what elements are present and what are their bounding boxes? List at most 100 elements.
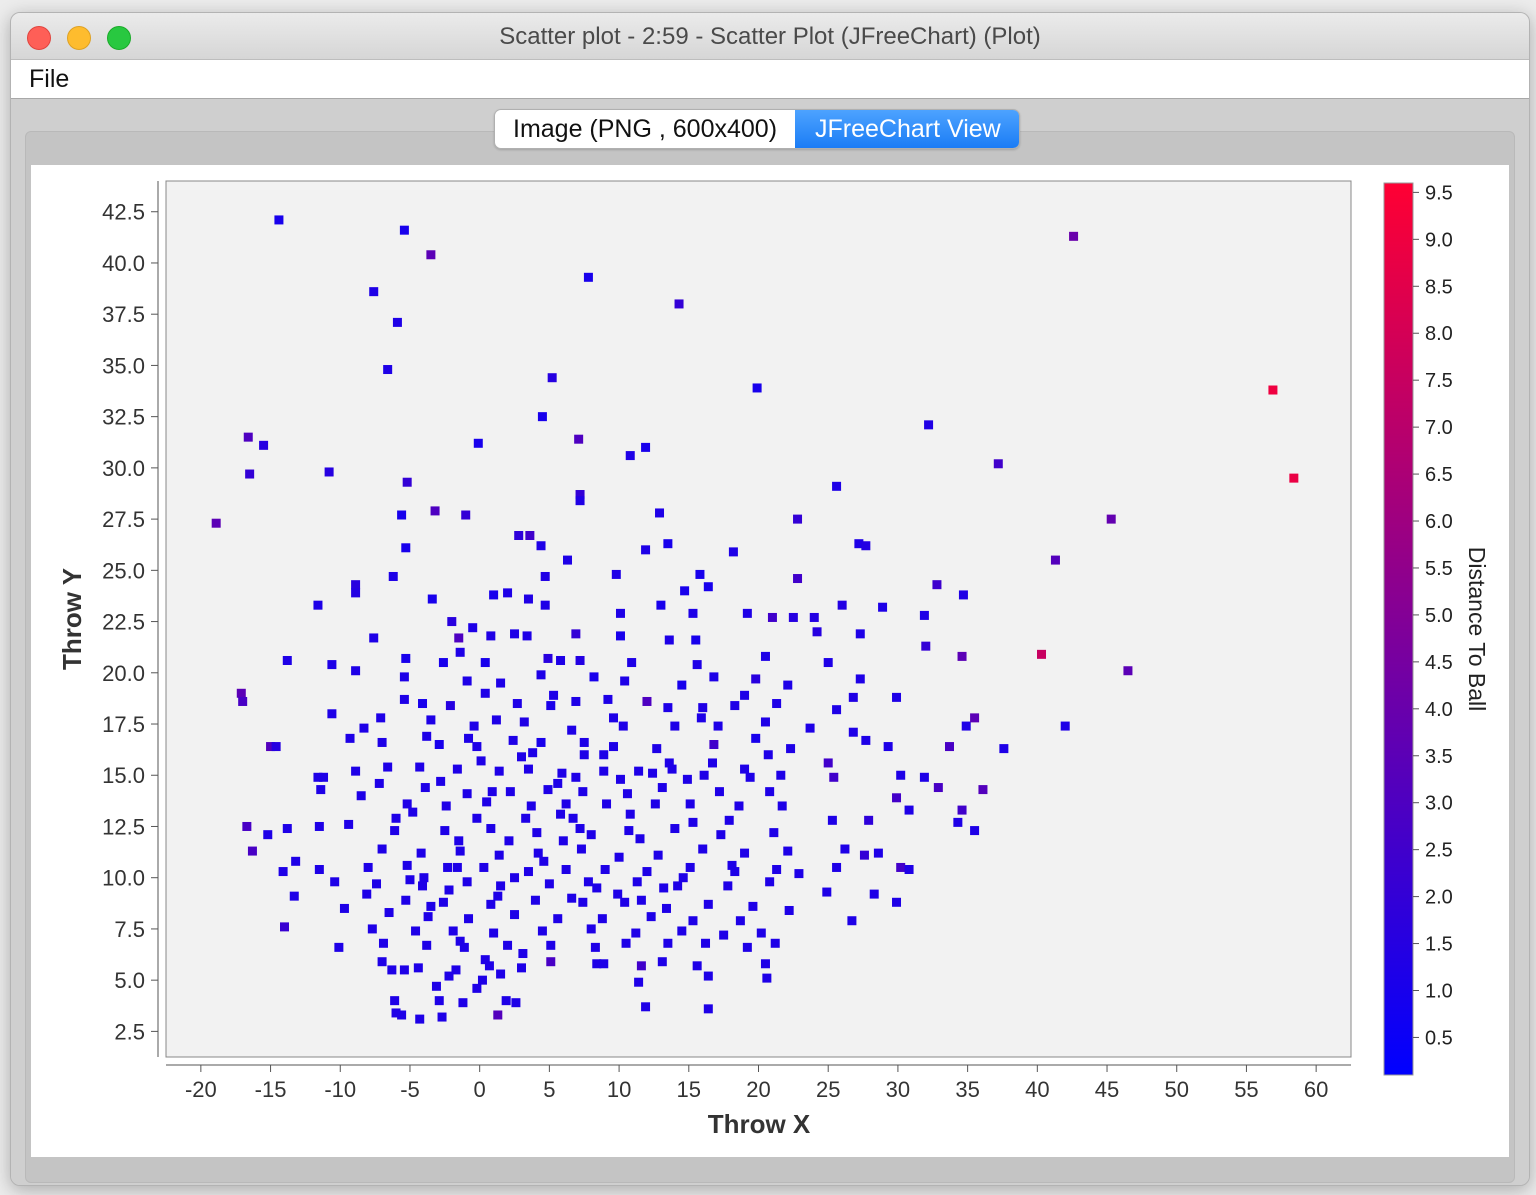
tab-jfreechart-view[interactable]: JFreeChart View [795, 110, 1019, 148]
data-point [462, 676, 472, 686]
data-point [776, 770, 786, 780]
colorbar-tick-label: 1.5 [1425, 934, 1453, 956]
data-point [489, 590, 499, 600]
y-tick-label: 32.5 [102, 405, 145, 430]
menu-file[interactable]: File [29, 65, 70, 93]
data-point [634, 977, 644, 987]
data-point [772, 865, 782, 875]
y-tick-label: 22.5 [102, 610, 145, 635]
data-point [436, 776, 446, 786]
x-tick-label: 5 [543, 1077, 555, 1102]
y-tick-label: 15.0 [102, 763, 145, 788]
data-point [505, 787, 515, 797]
data-point [351, 666, 361, 676]
data-point [767, 612, 777, 622]
data-point [829, 772, 839, 782]
close-window-button[interactable] [27, 26, 51, 50]
data-point [493, 891, 503, 901]
x-tick-label: -15 [255, 1077, 287, 1102]
data-point [586, 830, 596, 840]
data-point [493, 1010, 503, 1020]
data-point [751, 733, 761, 743]
chart-panel[interactable]: -20 -15 -10 -5 0 5 10 15 20 25 30 35 40 45 50 55 60 2.5 5… [31, 165, 1509, 1157]
data-point [724, 815, 734, 825]
data-point [247, 846, 257, 856]
data-point [438, 658, 448, 668]
data-point [832, 862, 842, 872]
y-tick-label: 12.5 [102, 814, 145, 839]
data-point [751, 674, 761, 684]
data-point [812, 627, 822, 637]
data-point [377, 737, 387, 747]
data-point [632, 877, 642, 887]
data-point [1037, 649, 1047, 659]
data-point [615, 774, 625, 784]
data-point [691, 635, 701, 645]
data-point [422, 731, 432, 741]
data-point [848, 727, 858, 737]
y-tick-label: 5.0 [114, 968, 145, 993]
tab-image-png[interactable]: Image (PNG , 600x400) [495, 110, 796, 148]
data-point [415, 1014, 425, 1024]
data-point [742, 942, 752, 952]
data-point [426, 901, 436, 911]
data-point [878, 602, 888, 612]
data-point [765, 877, 775, 887]
y-tick-label: 2.5 [114, 1019, 145, 1044]
data-point [510, 910, 520, 920]
data-point [892, 897, 902, 907]
zoom-window-button[interactable] [107, 26, 131, 50]
data-point [625, 451, 635, 461]
data-point [661, 903, 671, 913]
data-point [313, 600, 323, 610]
data-point [547, 373, 557, 383]
data-point [698, 844, 708, 854]
data-point [794, 869, 804, 879]
data-point [362, 889, 372, 899]
data-point [452, 764, 462, 774]
colorbar-label: Distance To Ball [1464, 547, 1490, 712]
data-point [847, 916, 857, 926]
colorbar-tick-label: 0.5 [1425, 1027, 1453, 1049]
data-point [546, 701, 556, 711]
data-point [356, 791, 366, 801]
x-tick-label: 30 [886, 1077, 910, 1102]
data-point [553, 778, 563, 788]
data-point [685, 862, 695, 872]
data-point [574, 434, 584, 444]
data-point [556, 809, 566, 819]
data-point [999, 744, 1009, 754]
data-point [441, 801, 451, 811]
data-point [631, 928, 641, 938]
data-point [540, 600, 550, 610]
data-point [510, 629, 520, 639]
scatter-chart[interactable]: -20 -15 -10 -5 0 5 10 15 20 25 30 35 40 45 50 55 60 2.5 5… [31, 165, 1509, 1157]
data-point [688, 817, 698, 827]
data-point [486, 631, 496, 641]
title-bar[interactable]: Scatter plot - 2:59 - Scatter Plot (JFre… [11, 13, 1529, 60]
data-point [648, 768, 658, 778]
data-point [777, 801, 787, 811]
data-point [462, 789, 472, 799]
x-tick-label: 40 [1025, 1077, 1049, 1102]
data-point [351, 580, 361, 590]
data-point [278, 867, 288, 877]
colorbar-tick-label: 2.5 [1425, 840, 1453, 862]
data-point [504, 836, 514, 846]
data-point [537, 926, 547, 936]
data-point [367, 924, 377, 934]
data-point [978, 785, 988, 795]
data-point [592, 883, 602, 893]
data-point [388, 571, 398, 581]
data-point [703, 971, 713, 981]
data-point [351, 766, 361, 776]
data-point [752, 383, 762, 393]
data-point [363, 862, 373, 872]
data-point [472, 983, 482, 993]
x-tick-label: 55 [1234, 1077, 1258, 1102]
data-point [454, 836, 464, 846]
data-point [636, 961, 646, 971]
data-point [670, 721, 680, 731]
data-point [503, 588, 513, 598]
minimize-window-button[interactable] [67, 26, 91, 50]
